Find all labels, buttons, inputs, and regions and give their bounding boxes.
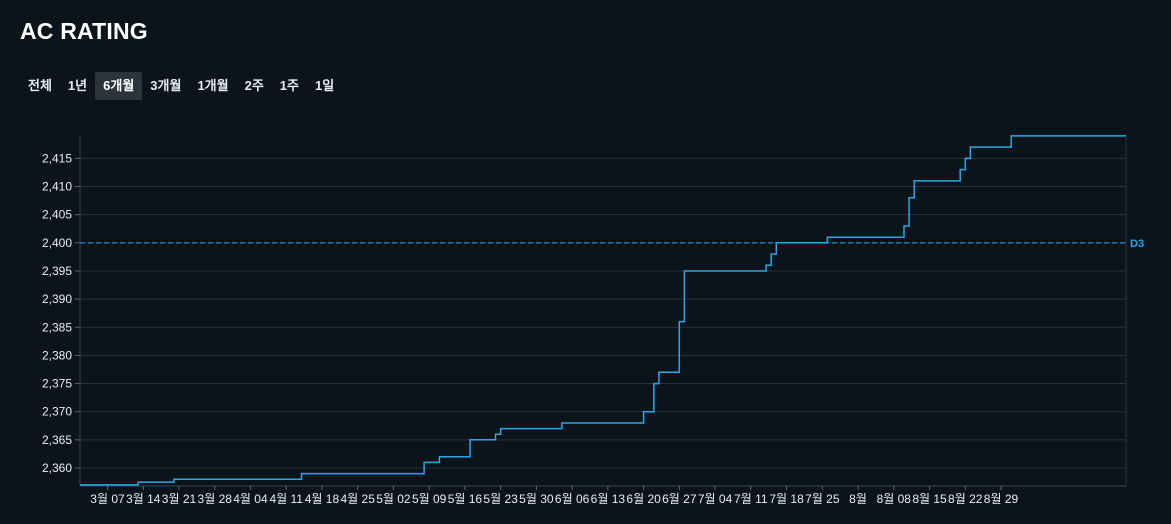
x-tick-label: 8월 22	[948, 492, 983, 506]
y-tick-label: 2,360	[42, 461, 72, 475]
y-tick-label: 2,370	[42, 405, 72, 419]
tab-all[interactable]: 전체	[28, 78, 52, 93]
x-tick-label: 4월 11	[269, 492, 303, 506]
x-tick-label: 3월 14	[126, 492, 161, 506]
y-tick-label: 2,415	[42, 151, 72, 165]
x-tick-label: 3월 07	[90, 492, 125, 506]
y-tick-label: 2,365	[42, 433, 72, 447]
x-tick-label: 4월 04	[233, 492, 268, 506]
x-tick-label: 7월 11	[734, 492, 768, 506]
y-tick-label: 2,400	[42, 236, 72, 250]
y-tick-label: 2,405	[42, 208, 72, 222]
x-tick-label: 6월 13	[591, 492, 626, 506]
y-tick-label: 2,410	[42, 180, 72, 194]
range-tabs: 전체 1년 6개월 3개월 1개월 2주 1주 1일	[20, 72, 342, 100]
y-tick-label: 2,375	[42, 377, 72, 391]
x-tick-label: 5월 09	[412, 492, 447, 506]
tab-2-weeks[interactable]: 2주	[244, 78, 264, 93]
x-tick-label: 8월 15	[912, 492, 947, 506]
reference-label: D3	[1130, 238, 1144, 250]
page-title: AC RATING	[20, 18, 148, 44]
x-tick-label: 3월 28	[198, 492, 233, 506]
x-tick-label: 3월 21	[162, 492, 197, 506]
x-tick-label: 4월 25	[340, 492, 375, 506]
x-tick-label: 7월 25	[805, 492, 840, 506]
tab-1-year[interactable]: 1년	[67, 78, 88, 93]
x-tick-label: 7월 18	[769, 492, 804, 506]
x-tick-label: 4월 18	[305, 492, 340, 506]
y-tick-label: 2,380	[42, 348, 72, 362]
x-tick-label: 8월 08	[877, 492, 912, 506]
x-tick-label: 5월 16	[448, 492, 483, 506]
tab-6-months[interactable]: 6개월	[95, 72, 143, 100]
y-tick-label: 2,385	[42, 320, 72, 334]
x-tick-label: 8월	[849, 492, 867, 506]
x-tick-label: 5월 02	[376, 492, 411, 506]
x-tick-label: 6월 27	[662, 492, 697, 506]
tab-1-week[interactable]: 1주	[279, 78, 299, 93]
x-tick-label: 7월 04	[698, 492, 733, 506]
x-tick-label: 5월 23	[483, 492, 518, 506]
x-tick-label: 8월 29	[984, 492, 1019, 506]
x-tick-label: 6월 06	[555, 492, 590, 506]
rating-series-line	[80, 135, 1126, 486]
y-tick-label: 2,390	[42, 292, 72, 306]
x-tick-label: 6월 20	[626, 492, 661, 506]
x-tick-label: 5월 30	[519, 492, 554, 506]
tab-3-months[interactable]: 3개월	[150, 78, 182, 93]
y-tick-label: 2,395	[42, 264, 72, 278]
tab-1-day[interactable]: 1일	[315, 78, 335, 93]
tab-1-month[interactable]: 1개월	[197, 78, 229, 93]
